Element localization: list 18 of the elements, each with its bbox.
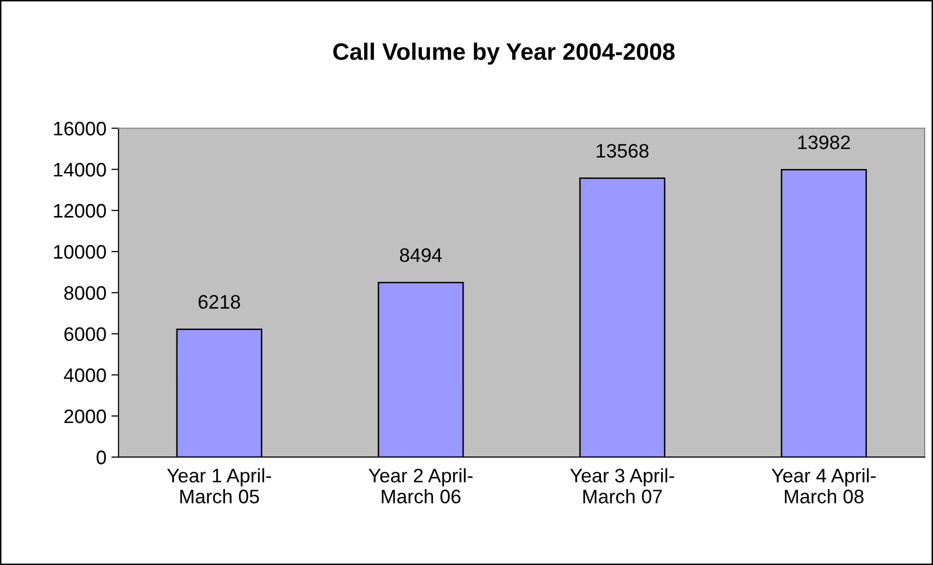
data-label: 13568: [596, 144, 649, 158]
data-label: 13982: [798, 135, 850, 150]
y-tick-label: 4000: [64, 368, 106, 382]
x-tick-label: Year 4 April- March 08: [772, 468, 876, 504]
y-tick-label: 14000: [54, 162, 106, 177]
x-tick-label: Year 3 April- March 07: [570, 468, 674, 504]
y-tick-label: 0: [96, 450, 106, 464]
y-tick-label: 2000: [64, 409, 106, 424]
chart-title: Call Volume by Year 2004-2008: [333, 42, 675, 65]
y-tick-label: 12000: [54, 204, 106, 218]
data-label: 8494: [400, 248, 442, 262]
y-tick-label: 6000: [64, 327, 106, 342]
y-tick-label: 10000: [54, 245, 106, 259]
y-tick-label: 16000: [54, 122, 106, 136]
data-label: 6218: [198, 295, 240, 309]
x-tick-label: Year 2 April- March 06: [368, 468, 473, 504]
x-tick-label: Year 1 April- March 05: [167, 468, 272, 504]
y-tick-label: 8000: [64, 286, 106, 300]
